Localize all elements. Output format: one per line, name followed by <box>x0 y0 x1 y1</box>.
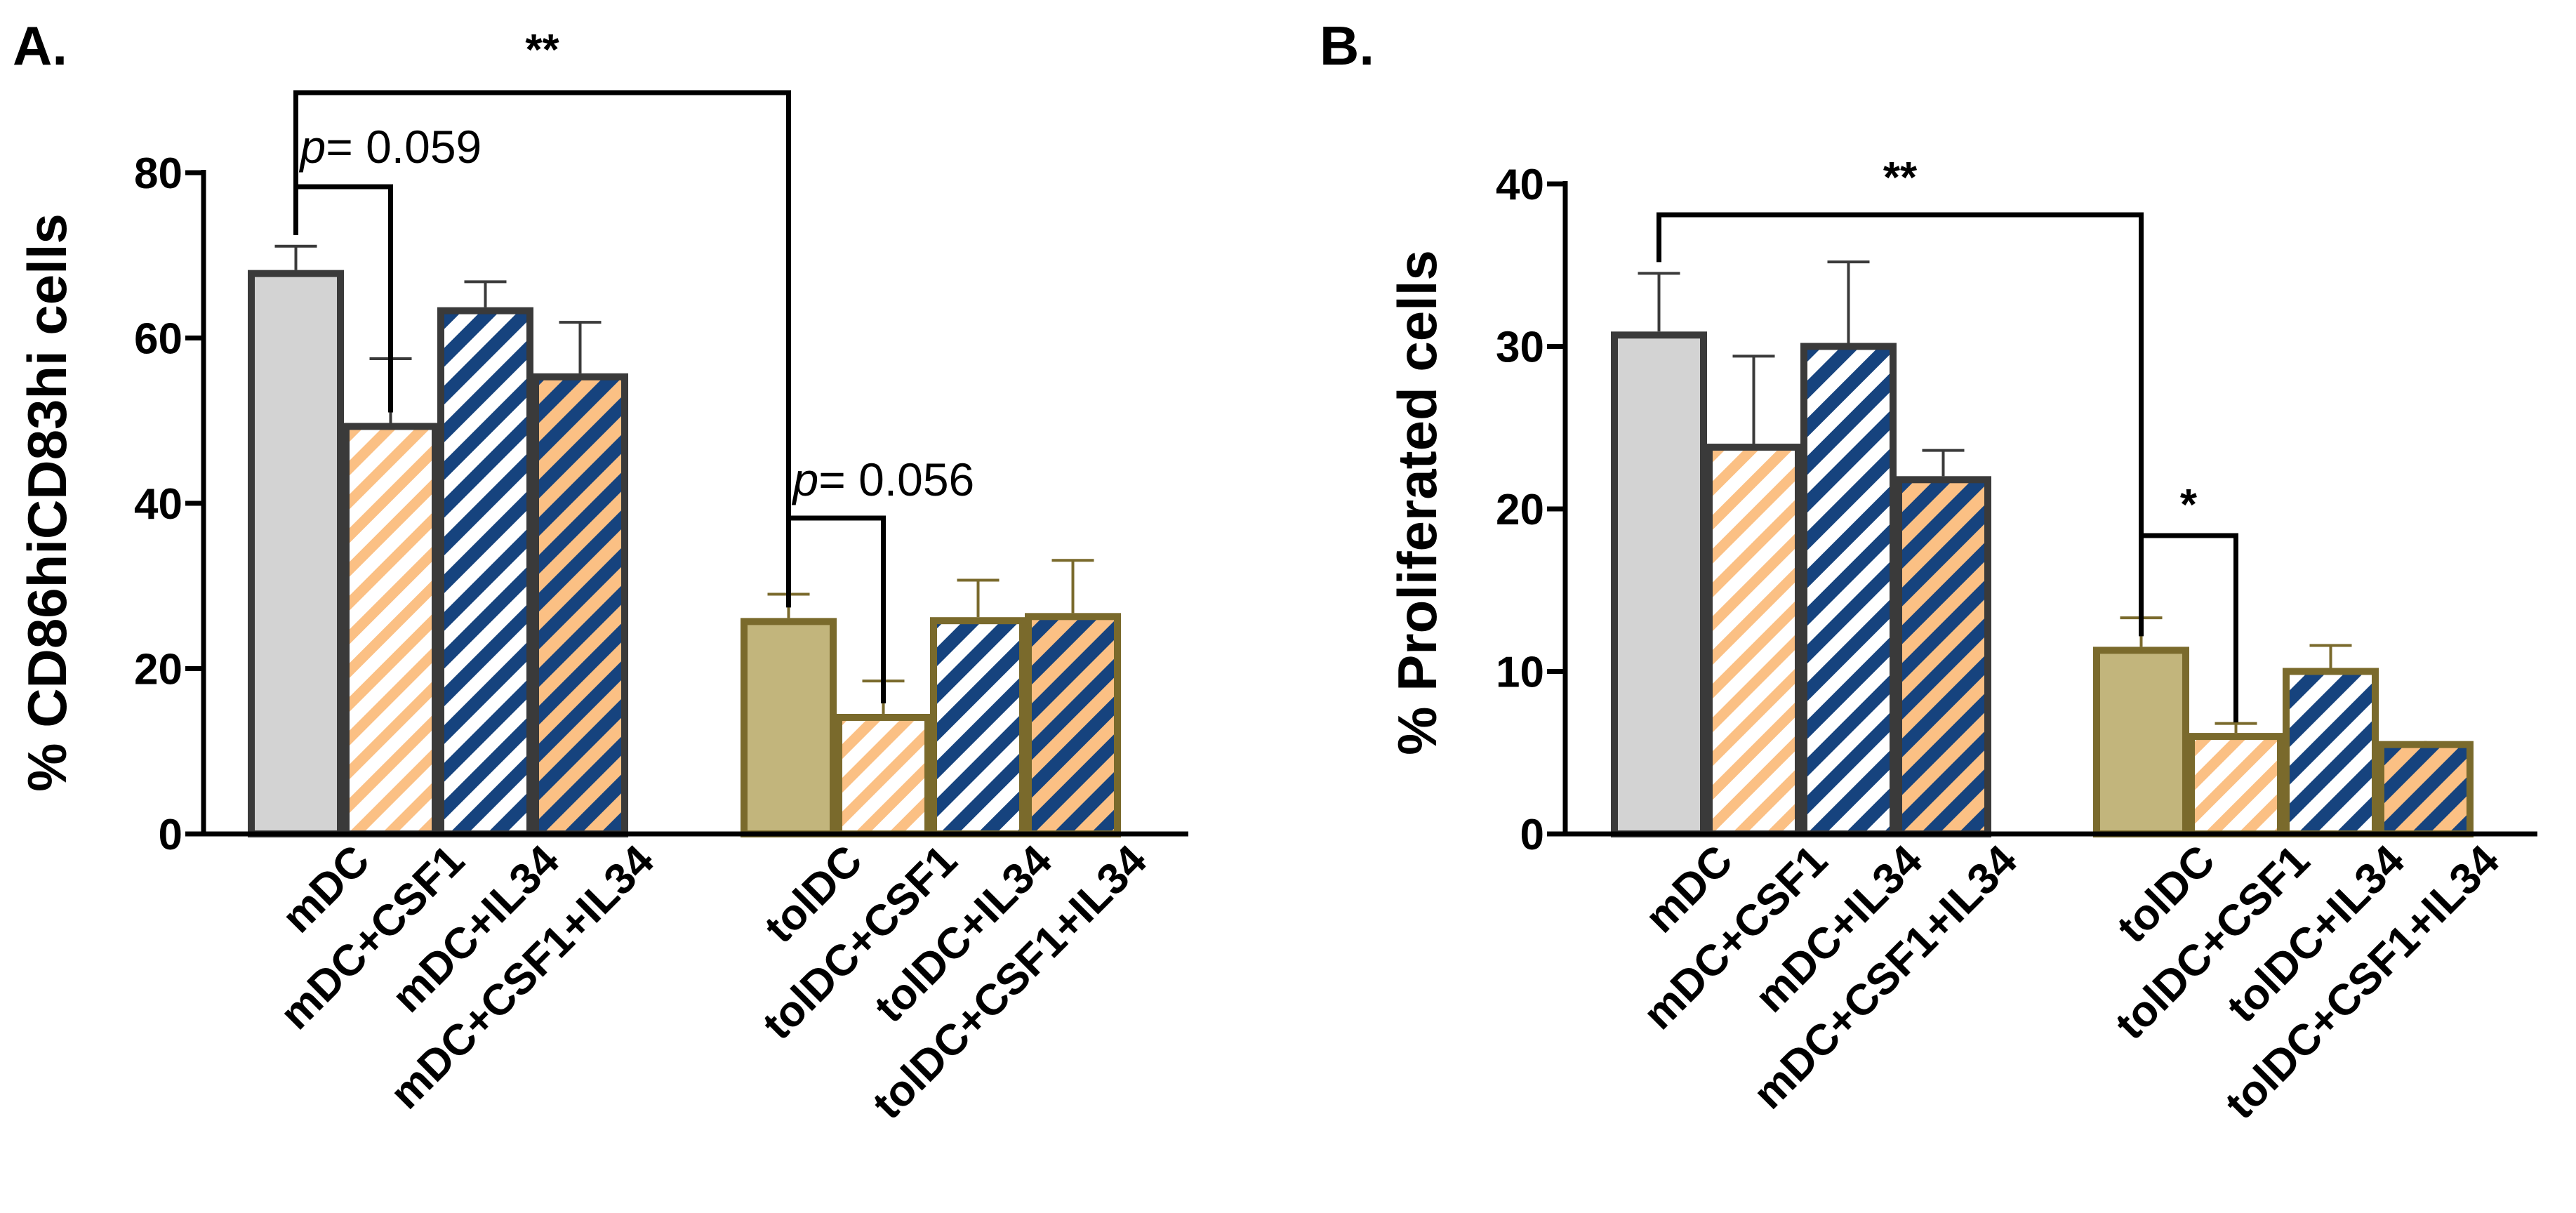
y-tick-label: 60 <box>134 315 182 364</box>
bar-mdc-csf1-il34 <box>532 373 628 837</box>
panel-a-y-ticks: 0 20 40 60 80 <box>134 150 204 859</box>
significance-stars: ** <box>525 26 559 74</box>
significance-stars: ** <box>1883 154 1918 202</box>
p-italic: p <box>299 121 326 173</box>
y-tick-label: 40 <box>134 480 182 529</box>
bar-toldc <box>741 618 837 837</box>
panel-b-significance-brackets: *** <box>1657 154 2238 723</box>
y-tick-label: 0 <box>1520 811 1544 859</box>
panel-b-label: B. <box>1320 15 1374 77</box>
bar-toldc-csf1 <box>835 713 931 837</box>
panel-b-axes <box>1562 181 2537 837</box>
panel-b-bars <box>1611 331 2474 838</box>
p-value-label: p= 0.056 <box>792 453 975 505</box>
panel-b-error-bars <box>1638 260 2447 745</box>
p-value: = 0.056 <box>818 453 974 505</box>
bar-mdc-il34 <box>437 307 533 837</box>
p-value: = 0.059 <box>326 121 482 173</box>
bar-toldc-il34 <box>2283 668 2379 837</box>
y-tick-label: 10 <box>1496 649 1544 697</box>
bar-mdc-csf1 <box>343 423 439 837</box>
y-tick-label: 30 <box>1496 324 1544 372</box>
bar-toldc-csf1 <box>2188 733 2284 837</box>
y-tick-label: 20 <box>1496 486 1544 534</box>
bar-mdc-il34 <box>1800 343 1897 837</box>
bar-toldc <box>2093 647 2189 838</box>
panel-a-label: A. <box>13 15 67 77</box>
bar-mdc <box>1611 331 1707 838</box>
significance-bracket <box>1657 212 2144 637</box>
significance-bracket <box>786 515 886 703</box>
bar-toldc-il34 <box>930 617 1026 838</box>
panel-b-y-ticks: 0 10 20 30 40 <box>1496 161 1565 859</box>
significance-bracket <box>293 184 393 413</box>
p-value-label: p= 0.059 <box>299 121 482 173</box>
significance-bracket <box>2139 533 2238 723</box>
y-tick-label: 80 <box>134 150 182 198</box>
bar-mdc <box>248 270 344 837</box>
panel-b-y-axis-title: % Proliferated cells <box>1386 250 1448 755</box>
bar-mdc-csf1-il34 <box>1895 476 1991 838</box>
panel-a-axes <box>201 170 1188 837</box>
bar-toldc-csf1-il34 <box>1025 613 1121 837</box>
y-tick-label: 20 <box>134 646 182 694</box>
significance-bracket <box>293 90 791 608</box>
y-tick-label: 40 <box>1496 161 1544 209</box>
panel-a-y-axis-title: % CD86hiCD83hi cells <box>16 213 78 792</box>
p-italic: p <box>792 453 819 505</box>
bar-toldc-csf1-il34 <box>2377 741 2474 838</box>
bar-mdc-csf1 <box>1706 444 1802 837</box>
panel-a-bars <box>248 270 1121 838</box>
significance-stars: * <box>2180 481 2198 529</box>
y-tick-label: 0 <box>159 811 182 859</box>
